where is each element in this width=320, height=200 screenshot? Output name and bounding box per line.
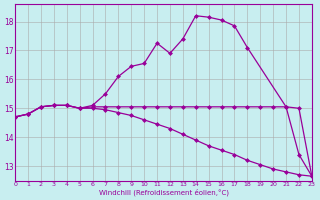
X-axis label: Windchill (Refroidissement éolien,°C): Windchill (Refroidissement éolien,°C) — [99, 188, 228, 196]
